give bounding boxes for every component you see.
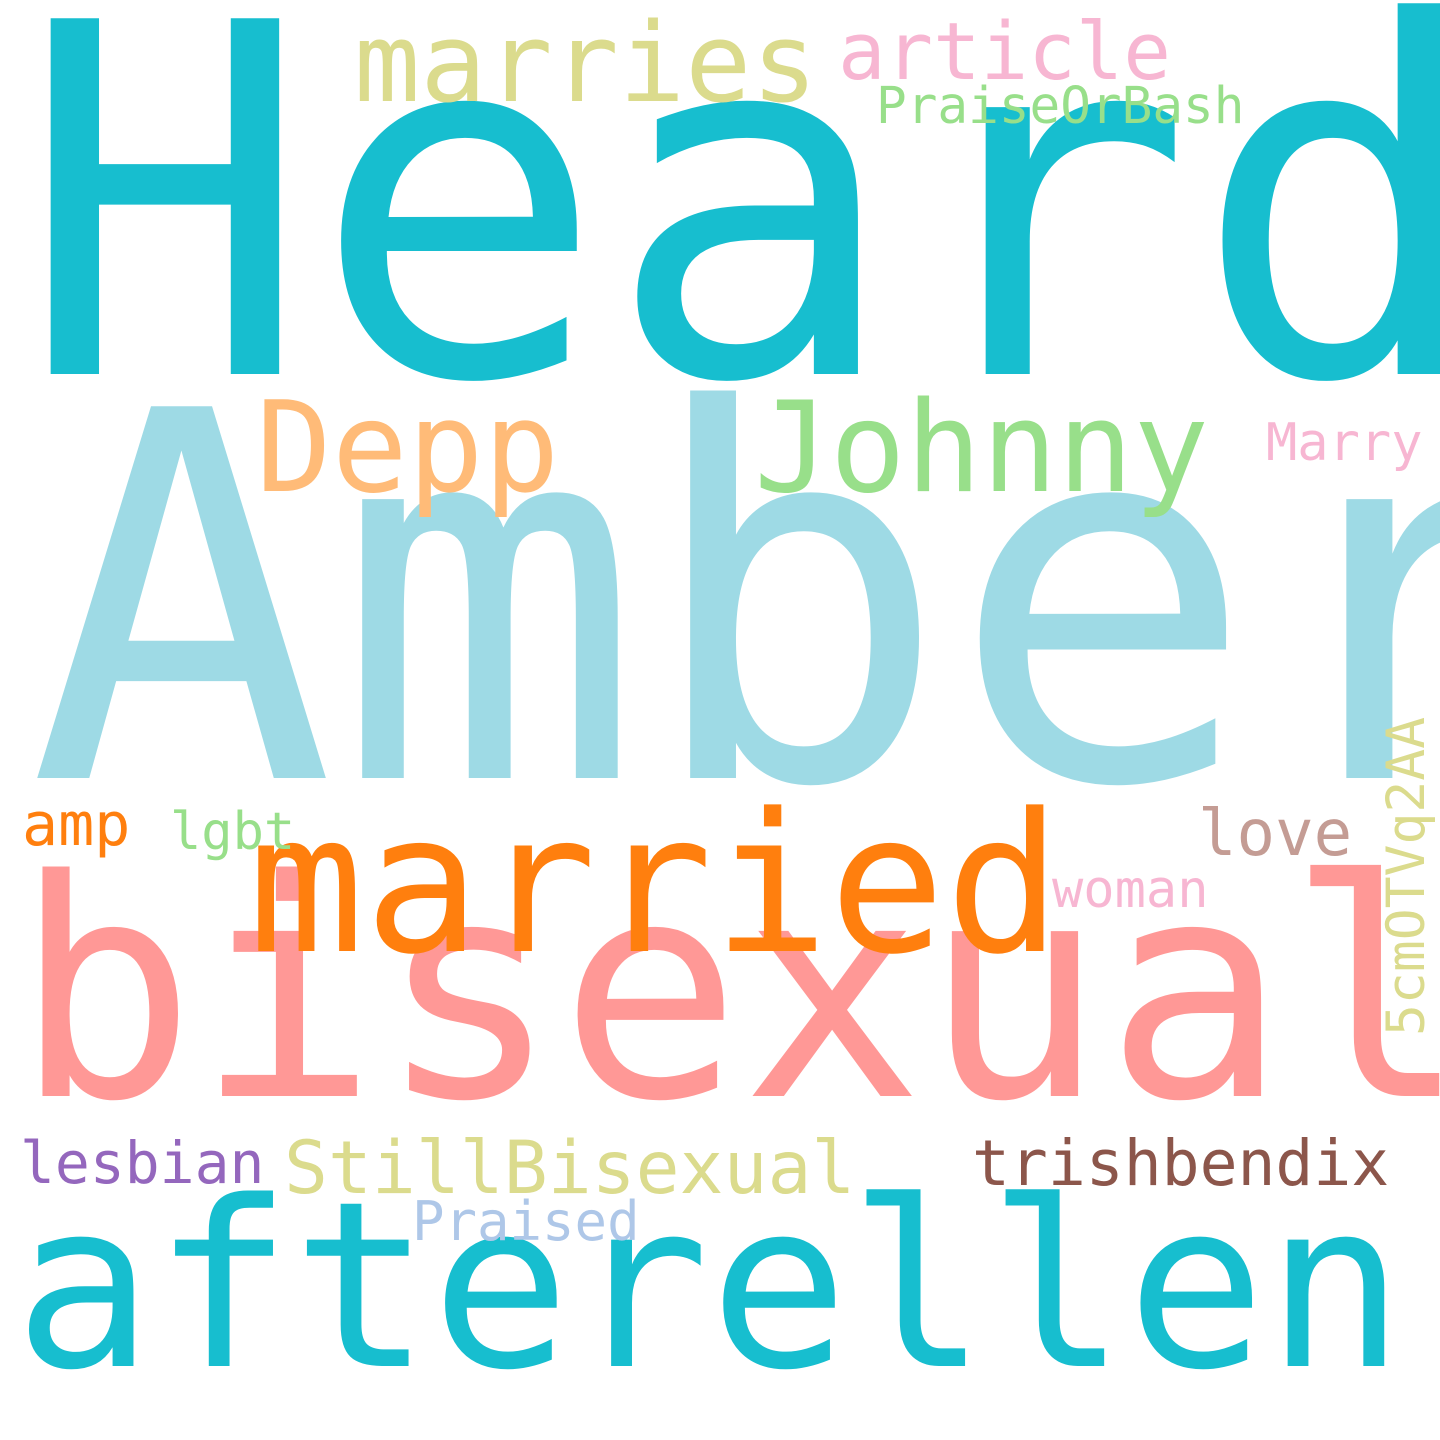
- word-bisexual: bisexual: [14, 817, 1440, 1168]
- word-woman: woman: [1052, 860, 1209, 920]
- word-depp: Depp: [256, 374, 560, 521]
- word-johnny: Johnny: [754, 374, 1210, 521]
- word-amp: amp: [22, 790, 131, 860]
- word-marry: Marry: [1266, 413, 1423, 473]
- word-love: love: [1198, 797, 1353, 871]
- word-marries: marries: [354, 0, 818, 127]
- word-afterellen: afterellen: [14, 1153, 1405, 1421]
- word-married: married: [248, 772, 1062, 997]
- word-praiseorbash: PraiseOrBash: [876, 77, 1245, 136]
- word-heard: Heard: [18, 0, 1440, 490]
- word-lesbian: lesbian: [20, 1129, 265, 1197]
- word-stillbisexual: StillBisexual: [284, 1126, 856, 1211]
- word-amber: Amber: [28, 306, 1440, 899]
- word-praised: Praised: [412, 1190, 640, 1253]
- word-5cmotvq2aa: 5cmOTVq2AA: [1376, 716, 1437, 1036]
- word-article: article: [838, 6, 1171, 98]
- word-lgbt: lgbt: [170, 802, 296, 862]
- word-trishbendix: trishbendix: [972, 1127, 1390, 1200]
